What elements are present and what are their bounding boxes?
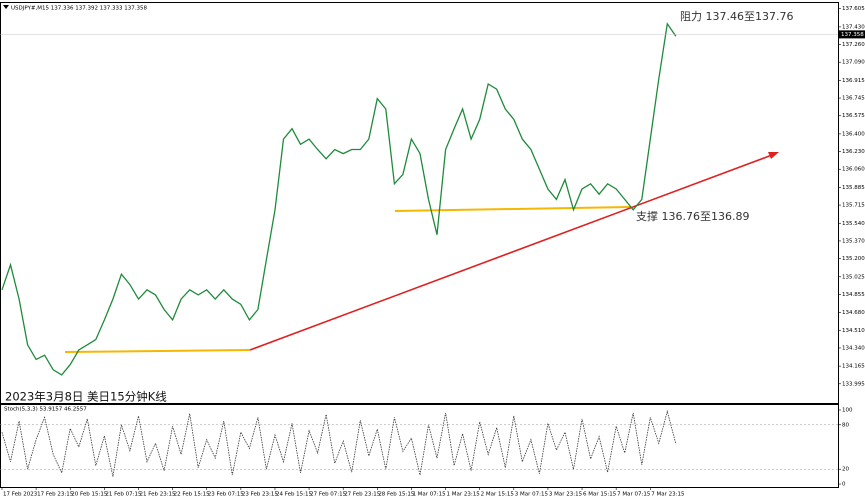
x-tick-label: 1 Mar 07:15 bbox=[412, 492, 446, 498]
y-tick-label: 136.060 bbox=[842, 167, 865, 173]
x-tick-label: 27 Feb 23:15 bbox=[344, 492, 381, 498]
y-tick-label: 136.745 bbox=[842, 96, 865, 102]
y-tick-label: 137.090 bbox=[842, 60, 865, 66]
x-tick-label: 7 Mar 23:15 bbox=[651, 492, 685, 498]
y-tick-label: 136.230 bbox=[842, 149, 865, 155]
last-price-box bbox=[838, 30, 865, 39]
series-line bbox=[1, 409, 677, 477]
y-tick-label: 135.885 bbox=[842, 185, 865, 191]
x-tick-label: 17 Feb 23:15 bbox=[37, 492, 74, 498]
chart-title: USDJPY#,M15 137.336 137.392 137.333 137.… bbox=[11, 6, 147, 12]
x-tick-label: 27 Feb 07:15 bbox=[310, 492, 347, 498]
x-tick-label: 7 Mar 07:15 bbox=[617, 492, 651, 498]
y-tick-label: 136.575 bbox=[842, 113, 865, 119]
y-tick-label: 137.605 bbox=[842, 6, 865, 12]
y-tick-label: 134.855 bbox=[842, 292, 865, 298]
y-tick-label: 20 bbox=[842, 467, 849, 473]
series-line bbox=[1, 22, 677, 376]
trend-arrow bbox=[768, 152, 779, 159]
x-tick-label: 23 Feb 07:15 bbox=[208, 492, 245, 498]
x-tick-label: 20 Feb 15:15 bbox=[71, 492, 108, 498]
x-tick-label: 2 Mar 15:15 bbox=[481, 492, 515, 498]
y-tick-label: 136.915 bbox=[842, 78, 865, 84]
x-tick-label: 3 Mar 07:15 bbox=[515, 492, 549, 498]
x-tick-label: 22 Feb 15:15 bbox=[174, 492, 211, 498]
symbol-icon bbox=[3, 5, 9, 9]
last-price-label: 137.358 bbox=[841, 32, 864, 38]
x-tick-label: 21 Feb 07:15 bbox=[105, 492, 142, 498]
x-tick-label: 24 Feb 15:15 bbox=[276, 492, 313, 498]
stoch-frame bbox=[0, 404, 839, 488]
y-tick-label: 133.995 bbox=[842, 381, 865, 387]
y-tick-label: 135.025 bbox=[842, 274, 865, 280]
x-tick-label: 1 Mar 23:15 bbox=[447, 492, 481, 498]
y-tick-label: 134.165 bbox=[842, 364, 865, 370]
y-tick-label: 0 bbox=[842, 482, 846, 488]
x-tick-label: 23 Feb 23:15 bbox=[242, 492, 279, 498]
x-tick-label: 17 Feb 2023 bbox=[3, 492, 38, 498]
x-tick-label: 28 Feb 15:15 bbox=[378, 492, 415, 498]
y-tick-label: 100 bbox=[842, 407, 853, 413]
y-tick-label: 134.510 bbox=[842, 328, 865, 334]
y-tick-label: 137.260 bbox=[842, 42, 865, 48]
annotation: 2023年3月8日 美日15分钟K线 bbox=[5, 390, 167, 404]
y-tick-label: 134.680 bbox=[842, 310, 865, 316]
stoch-title: Stoch(5,3,3) 53.9157 46.2557 bbox=[4, 407, 87, 413]
y-tick-label: 135.540 bbox=[842, 221, 865, 227]
y-tick-label: 135.200 bbox=[842, 256, 865, 262]
y-tick-label: 135.370 bbox=[842, 238, 865, 244]
annotation: 支撑 136.76至136.89 bbox=[636, 209, 749, 223]
x-tick-label: 21 Feb 23:15 bbox=[139, 492, 176, 498]
x-tick-label: 6 Mar 15:15 bbox=[583, 492, 617, 498]
trend-line bbox=[249, 154, 773, 351]
x-tick-label: 3 Mar 23:15 bbox=[549, 492, 583, 498]
y-tick-label: 80 bbox=[842, 422, 849, 428]
support-line bbox=[394, 206, 631, 212]
main-frame bbox=[0, 2, 839, 404]
support-line bbox=[64, 349, 251, 353]
annotation: 阻力 137.46至137.76 bbox=[680, 10, 793, 23]
y-tick-label: 136.400 bbox=[842, 131, 865, 137]
y-tick-label: 134.340 bbox=[842, 345, 865, 351]
y-tick-label: 137.430 bbox=[842, 24, 865, 30]
y-tick-label: 135.715 bbox=[842, 203, 865, 209]
